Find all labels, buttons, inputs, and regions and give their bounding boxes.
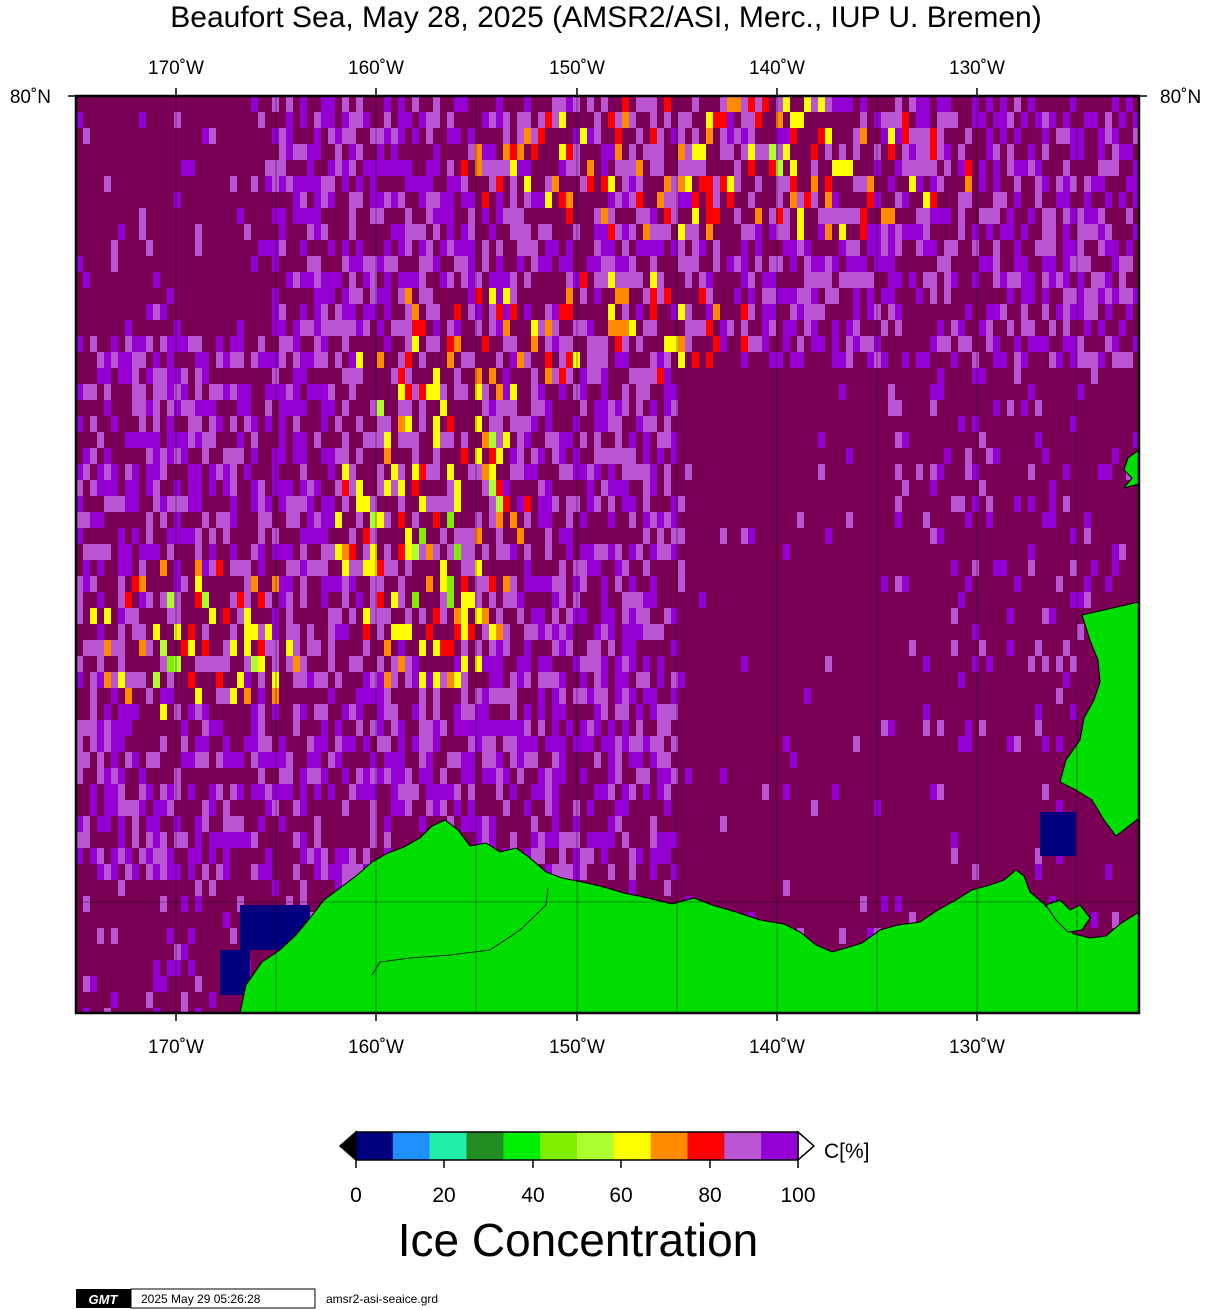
bottom-lon-label-140w: 140˚W: [749, 1037, 805, 1058]
gmt-logo: GMT: [89, 1292, 119, 1307]
colorbar: C[%] 0 20 40 60 80 100: [338, 1130, 870, 1207]
top-lon-label-150w: 150˚W: [549, 58, 605, 79]
colorbar-over-arrow: [797, 1130, 816, 1162]
colorbar-tick-label-100: 100: [780, 1184, 815, 1207]
timestamp-box: [130, 1288, 316, 1309]
bottom-lon-label-150w: 150˚W: [549, 1037, 605, 1058]
colorbar-tick-label-0: 0: [350, 1184, 362, 1207]
colorbar-frame: [355, 1131, 799, 1161]
top-lon-label-160w: 160˚W: [348, 58, 404, 79]
bottom-lon-label-130w: 130˚W: [949, 1037, 1005, 1058]
colorbar-swatch: [540, 1132, 578, 1160]
bottom-lon-label-170w: 170˚W: [148, 1037, 204, 1058]
colorbar-swatch: [577, 1132, 615, 1160]
top-lon-label-140w: 140˚W: [749, 58, 805, 79]
map-frame: [74, 94, 1141, 1015]
bottom-lon-label-160w: 160˚W: [348, 1037, 404, 1058]
land-boundary-line: [371, 887, 549, 976]
timestamp-text: 2025 May 29 05:26:28: [141, 1292, 261, 1306]
colorbar-swatch: [356, 1132, 394, 1160]
colorbar-ticks: [355, 1160, 799, 1168]
colorbar-tick-label-80: 80: [698, 1184, 721, 1207]
ice-concentration-cells: [76, 96, 1139, 1013]
colorbar-swatch: [392, 1132, 431, 1160]
colorbar-tick-label-60: 60: [609, 1184, 632, 1207]
colorbar-swatch: [613, 1132, 652, 1160]
grid-filename: amsr2-asi-seaice.grd: [326, 1292, 438, 1306]
colorbar-tick-label-40: 40: [521, 1184, 544, 1207]
colorbar-swatch: [429, 1132, 467, 1160]
colorbar-swatches: [356, 1132, 799, 1160]
colorbar-swatch: [503, 1132, 541, 1160]
top-lon-label-170w: 170˚W: [148, 58, 204, 79]
alaska-landmass: [239, 819, 1139, 1013]
colorbar-swatch: [650, 1132, 688, 1160]
right-lat-label-80n: 80˚N: [1160, 87, 1201, 108]
left-lat-label-80n: 80˚N: [10, 87, 51, 108]
colorbar-swatch: [466, 1132, 504, 1160]
graticule-lines: [76, 96, 1139, 1013]
colorbar-unit-label: C[%]: [824, 1140, 870, 1163]
colorbar-tick-label-20: 20: [432, 1184, 455, 1207]
map-title: Beaufort Sea, May 28, 2025 (AMSR2/ASI, M…: [170, 1, 1041, 34]
banks-island-landmass: [1059, 601, 1139, 837]
colorbar-swatch: [687, 1132, 725, 1160]
colorbar-heading: Ice Concentration: [398, 1214, 759, 1266]
gmt-timestamp-stamp: GMT 2025 May 29 05:26:28 amsr2-asi-seaic…: [76, 1288, 438, 1309]
gmt-logo-box: [76, 1289, 131, 1308]
top-lon-label-130w: 130˚W: [949, 58, 1005, 79]
colorbar-under-arrow: [338, 1130, 357, 1162]
colorbar-swatch: [761, 1132, 799, 1160]
prince-patrick-island-landmass: [1122, 449, 1139, 489]
ice-concentration-map: [68, 88, 1147, 1021]
colorbar-swatch: [724, 1132, 762, 1160]
mackenzie-delta-land: [1045, 899, 1091, 933]
frame-ticks: [68, 88, 1147, 1021]
